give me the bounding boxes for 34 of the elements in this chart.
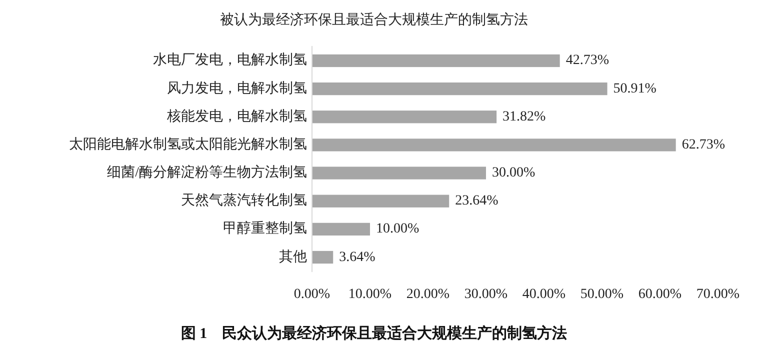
data-label: 42.73% (566, 53, 610, 68)
x-tick-label: 0.00% (294, 287, 330, 302)
x-tick-label: 60.00% (638, 287, 682, 302)
bar (312, 54, 560, 68)
data-label: 62.73% (682, 137, 726, 152)
bar (312, 250, 334, 264)
y-tick-label: 水电厂发电，电解水制氢 (153, 52, 307, 68)
bar (312, 166, 486, 180)
y-tick-label: 细菌/酶分解淀粉等生物方法制氢 (107, 164, 307, 181)
y-tick-label: 其他 (279, 248, 307, 265)
x-tick-label: 10.00% (348, 287, 392, 302)
bar (312, 138, 676, 152)
data-label: 50.91% (613, 81, 657, 96)
chart-title: 被认为最经济环保且最适合大规模生产的制氢方法 (220, 12, 528, 28)
bar (312, 82, 608, 96)
y-tick-label: 天然气蒸汽转化制氢 (181, 192, 307, 209)
y-tick-label: 风力发电，电解水制氢 (167, 80, 307, 96)
bar (312, 222, 370, 236)
data-label: 3.64% (339, 250, 376, 265)
x-tick-label: 70.00% (696, 287, 740, 302)
x-tick-label: 50.00% (580, 287, 624, 302)
caption: 图 1 民众认为最经济环保且最适合大规模生产的制氢方法 (180, 324, 568, 342)
y-tick-label: 甲醇重整制氢 (223, 220, 307, 237)
y-tick-label: 太阳能电解水制氢或太阳能光解水制氢 (69, 136, 307, 152)
x-tick-label: 40.00% (522, 287, 566, 302)
y-tick-label: 核能发电，电解水制氢 (166, 108, 307, 124)
bar (312, 194, 450, 208)
data-label: 30.00% (492, 166, 536, 181)
data-label: 31.82% (502, 109, 546, 124)
bar (312, 110, 497, 124)
data-label: 10.00% (376, 222, 420, 237)
x-tick-label: 30.00% (464, 287, 508, 302)
data-label: 23.64% (455, 194, 499, 209)
x-tick-label: 20.00% (406, 287, 450, 302)
